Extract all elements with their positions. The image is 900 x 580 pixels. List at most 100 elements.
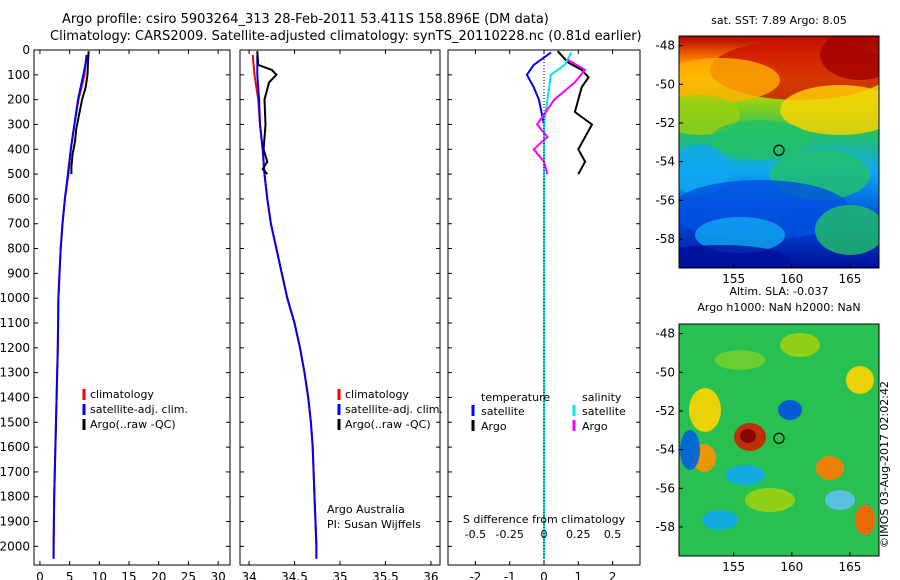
y-tick-label: 1400	[0, 390, 30, 404]
y-tick-label: -54	[655, 443, 675, 457]
x-tick-label: 155	[722, 272, 745, 286]
y-tick-label: -58	[655, 232, 675, 246]
y-tick-label: 1700	[0, 465, 30, 479]
sla-patch	[745, 488, 795, 512]
series-line-argo	[556, 50, 594, 175]
legend-label: climatology	[345, 388, 409, 401]
temperature-axes-box	[33, 49, 231, 566]
legend-label: satellite	[582, 405, 626, 418]
y-tick-label: -52	[655, 404, 675, 418]
sst_map-panel: -48 -50 -52 -54 -56 -58 155 160 165 sat. SST: 7.8…	[655, 14, 880, 286]
y-tick-label: -52	[655, 116, 675, 130]
argo-location-marker	[773, 432, 785, 444]
sst-patch	[695, 217, 785, 253]
y-tick-label: 500	[7, 167, 30, 181]
legend-label: satellite	[481, 405, 525, 418]
y-tick-label: -56	[655, 481, 675, 495]
s-tick-label: -0.5	[465, 528, 486, 541]
sst-patch	[815, 205, 879, 255]
s-tick-label: 0	[541, 528, 548, 541]
x-tick-label: 0	[540, 570, 548, 580]
sla-patch	[816, 456, 844, 480]
legend-label: satellite-adj. clim.	[90, 403, 188, 416]
sla-patch	[780, 333, 820, 357]
sst-patch	[710, 120, 810, 160]
watermark: ©IMOS 03-Aug-2017 02:02:42	[878, 381, 891, 548]
legend-label: satellite-adj. clim.	[345, 403, 443, 416]
x-tick-label: 160	[780, 560, 803, 574]
x-tick-label: 155	[722, 560, 745, 574]
x-tick-label: 1	[574, 570, 582, 580]
y-tick-label: 1200	[0, 341, 30, 355]
y-tick-label: 1600	[0, 440, 30, 454]
y-tick-label: 200	[7, 93, 30, 107]
annotation-line2: PI: Susan Wijffels	[327, 518, 421, 531]
sla_map-title: Altim. SLA: -0.037	[729, 285, 828, 298]
s-tick-label: -0.25	[495, 528, 523, 541]
title-line1: Argo profile: csiro 5903264_313 28-Feb-2…	[62, 12, 549, 27]
x-tick-label: 25	[181, 570, 196, 580]
legend-title-temperature: temperature	[481, 391, 550, 404]
sst-patch	[820, 36, 879, 80]
y-tick-label: 1000	[0, 291, 30, 305]
legend-label: Argo(..raw -QC)	[345, 418, 431, 431]
sla-patch	[855, 505, 875, 535]
y-tick-label: 900	[7, 266, 30, 280]
series-line-satellite	[543, 52, 573, 559]
x-tick-label: 34	[241, 570, 256, 580]
sst-patch	[780, 85, 879, 135]
y-tick-label: 1300	[0, 366, 30, 380]
series-line-argorawqc	[70, 51, 90, 175]
sla_map-panel: -48 -50 -52 -54 -56 -58 155 160 165 Altim. SLA: -…	[655, 285, 880, 574]
sla-patch	[825, 490, 855, 510]
y-tick-label: 1800	[0, 490, 30, 504]
sla-patch	[725, 465, 765, 485]
series-line-satelliteadjclim	[52, 54, 89, 559]
y-tick-label: -50	[655, 365, 675, 379]
x-tick-label: 5	[66, 570, 74, 580]
y-tick-label: 2000	[0, 539, 30, 553]
salinity-panel: 3434.53535.536salinityclimatologysatelli…	[239, 49, 443, 580]
sst_map-field	[679, 36, 879, 268]
s-tick-label: 0.5	[604, 528, 622, 541]
x-tick-label: -1	[504, 570, 516, 580]
y-tick-label: 800	[7, 242, 30, 256]
x-tick-label: 15	[121, 570, 136, 580]
legend-title-salinity: salinity	[582, 391, 622, 404]
sst-patch	[679, 245, 790, 268]
x-tick-label: 165	[838, 560, 861, 574]
x-tick-label: 36	[423, 570, 438, 580]
legend-label: Argo(..raw -QC)	[90, 418, 176, 431]
argo-location-marker	[773, 144, 785, 156]
y-tick-label: 400	[7, 142, 30, 156]
title-line2: Climatology: CARS2009. Satellite-adjuste…	[50, 29, 642, 44]
annotation-line1: Argo Australia	[327, 503, 405, 516]
sst_map-axes-box	[678, 35, 880, 269]
y-tick-label: 100	[7, 68, 30, 82]
sla_map-axes-box	[678, 323, 880, 557]
s-axis-label: S difference from climatology	[463, 513, 626, 526]
y-tick-label: -48	[655, 327, 675, 341]
sla-patch	[846, 366, 874, 394]
sla-patch	[702, 510, 738, 530]
x-tick-label: 10	[92, 570, 107, 580]
legend-label: climatology	[90, 388, 154, 401]
y-tick-label: -58	[655, 520, 675, 534]
x-tick-label: 165	[838, 272, 861, 286]
sst-patch	[679, 145, 730, 195]
x-tick-label: 160	[780, 272, 803, 286]
salinity-axes-box	[239, 49, 441, 566]
sla-patch	[740, 429, 756, 443]
series-line-satelliteadjclim	[256, 55, 318, 559]
y-tick-label: -50	[655, 77, 675, 91]
x-tick-label: 20	[151, 570, 166, 580]
sla_map-field	[679, 324, 879, 556]
y-tick-label: 600	[7, 192, 30, 206]
sla-patch	[778, 400, 802, 420]
sst-patch	[679, 58, 780, 102]
x-tick-label: -2	[469, 570, 481, 580]
difference-panel: -2-1012T difference from climatologyS di…	[447, 49, 641, 580]
y-tick-label: -48	[655, 39, 675, 53]
x-tick-label: 0	[36, 570, 44, 580]
